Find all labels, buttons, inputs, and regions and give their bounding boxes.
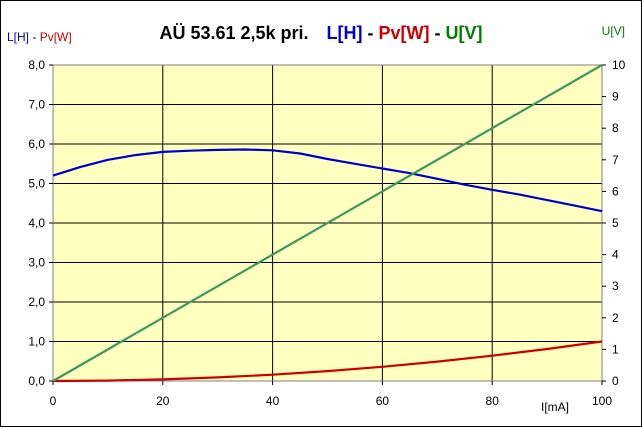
y-right-tick-label: 10 xyxy=(612,58,626,72)
y-right-tick-label: 6 xyxy=(612,184,619,198)
series-line-lh xyxy=(52,148,603,213)
y-right-tick-label: 2 xyxy=(612,311,619,325)
y-right-tick-label: 0 xyxy=(612,374,619,388)
title-part: - xyxy=(430,23,446,43)
y-left-tick-label: 8,0 xyxy=(28,58,45,72)
series-line-pvw xyxy=(52,340,603,383)
x-tick-label: 20 xyxy=(156,394,170,408)
y-left-tick-label: 6,0 xyxy=(28,137,45,151)
y-left-tick-label: 2,0 xyxy=(28,295,45,309)
title-part: - xyxy=(363,23,379,43)
y-left-axis-title-part: Pv[W] xyxy=(40,30,72,44)
title-part: L[H] xyxy=(327,23,363,43)
y-right-tick-label: 7 xyxy=(612,153,619,167)
y-right-tick-label: 3 xyxy=(612,279,619,293)
y-left-tick-label: 4,0 xyxy=(28,216,45,230)
y-left-tick-label: 7,0 xyxy=(28,98,45,112)
series-line-uv xyxy=(52,64,603,382)
x-tick-label: 0 xyxy=(50,394,57,408)
y-left-tick-label: 1,0 xyxy=(28,335,45,349)
y-left-axis-title: L[H] - Pv[W] xyxy=(7,30,72,44)
y-right-tick-label: 4 xyxy=(612,248,619,262)
y-left-tick-label: 5,0 xyxy=(28,177,45,191)
y-right-tick-label: 8 xyxy=(612,121,619,135)
y-left-axis-title-part: L[H] xyxy=(7,30,29,44)
x-axis-title: I[mA] xyxy=(541,400,569,414)
x-tick-label: 100 xyxy=(592,394,612,408)
y-left-axis-title-part: - xyxy=(29,30,40,44)
y-left-tick-label: 3,0 xyxy=(28,256,45,270)
y-right-axis-title: U[V] xyxy=(602,24,625,38)
x-tick-label: 40 xyxy=(266,394,280,408)
x-tick-label: 80 xyxy=(486,394,500,408)
y-left-tick-label: 0,0 xyxy=(28,374,45,388)
title-part: U[V] xyxy=(446,23,483,43)
x-tick-label: 60 xyxy=(376,394,390,408)
y-right-tick-label: 1 xyxy=(612,342,619,356)
y-right-tick-label: 5 xyxy=(612,216,619,230)
title-part: AÜ 53.61 2,5k pri. xyxy=(159,23,308,43)
y-right-tick-label: 9 xyxy=(612,90,619,104)
chart-title: AÜ 53.61 2,5k pri. L[H] - Pv[W] - U[V] xyxy=(159,23,482,43)
title-part: Pv[W] xyxy=(379,23,430,43)
